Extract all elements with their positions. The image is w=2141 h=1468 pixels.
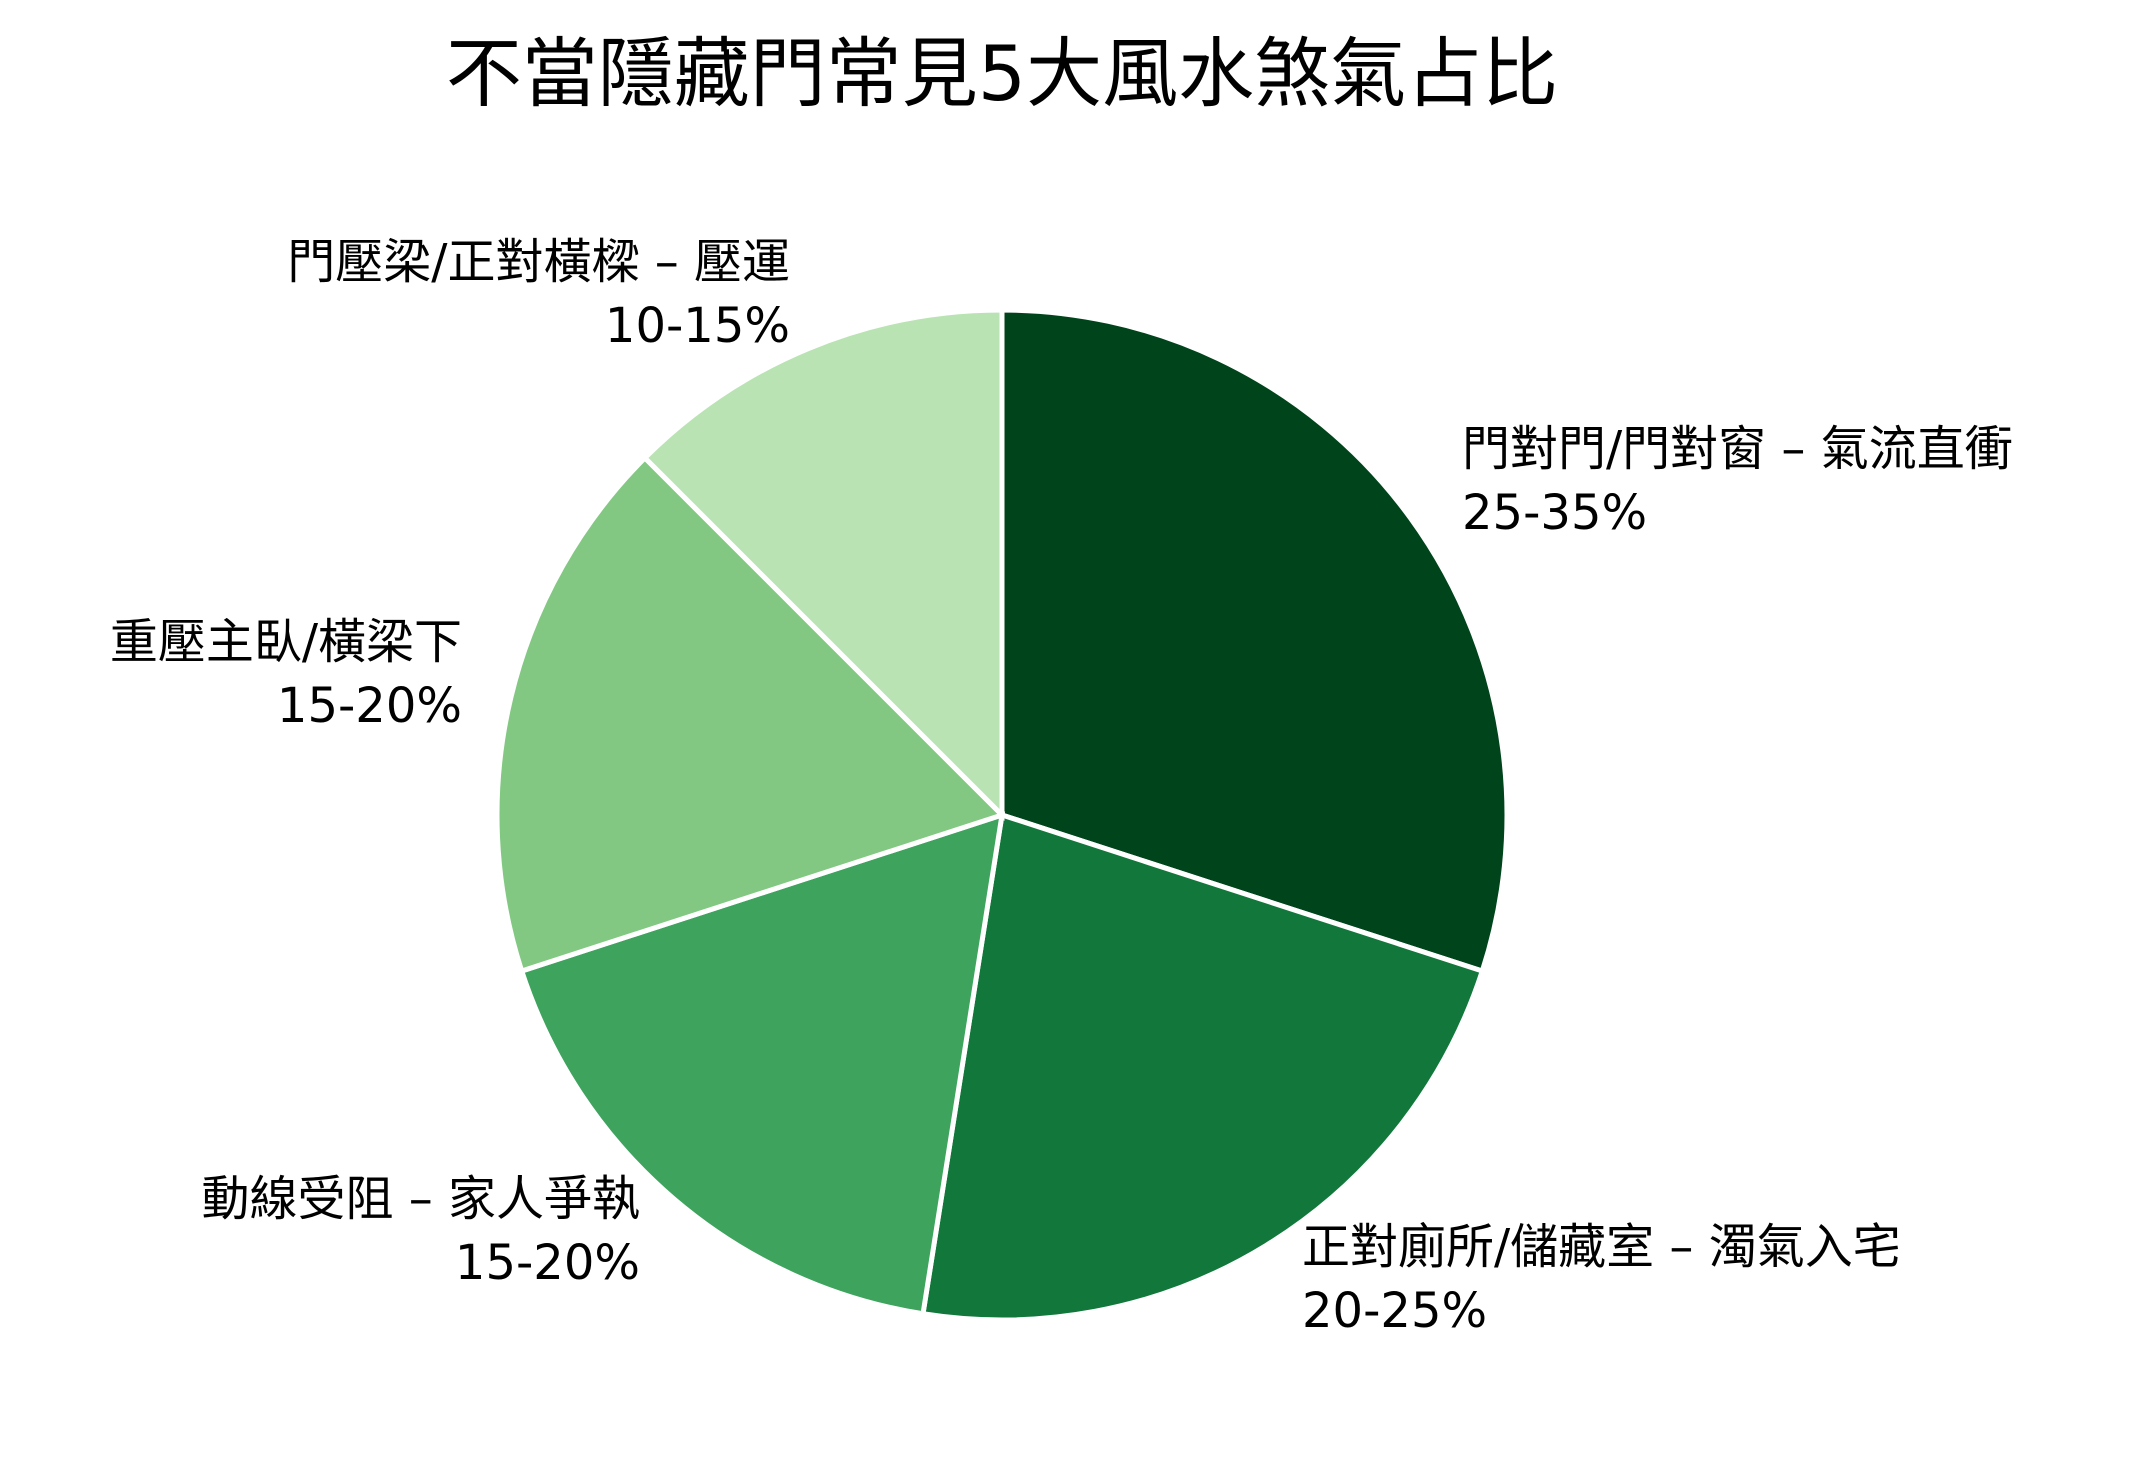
slice-range-1: 25-35% [1462,485,1647,541]
slice-range-2: 20-25% [1302,1283,1487,1339]
slice-range-4: 15-20% [277,678,462,734]
slice-range-3: 15-20% [455,1235,640,1291]
chart-title: 不當隱藏門常見5大風水煞氣占比 [446,29,1558,118]
pie-slice-3 [518,811,1006,1317]
slice-labels: 門對門/門對窗 – 氣流直衝 25-35% 正對廁所/儲藏室 – 濁氣入宅 20-25… [110,234,2013,1339]
slice-label-1: 門對門/門對窗 – 氣流直衝 [1462,421,2013,477]
slice-label-3: 動線受阻 – 家人爭執 [201,1171,640,1227]
pie-slice-5 [641,307,1005,822]
pie-slices [494,307,1510,1323]
slice-label-2: 正對廁所/儲藏室 – 濁氣入宅 [1302,1219,1901,1275]
slice-range-5: 10-15% [605,298,790,354]
pie-slice-1 [999,307,1510,975]
slice-label-4: 重壓主臥/橫梁下 [110,614,462,670]
slice-label-5: 門壓梁/正對橫樑 – 壓運 [287,234,790,290]
pie-slice-2 [920,811,1486,1323]
pie-slice-4 [494,454,1007,975]
